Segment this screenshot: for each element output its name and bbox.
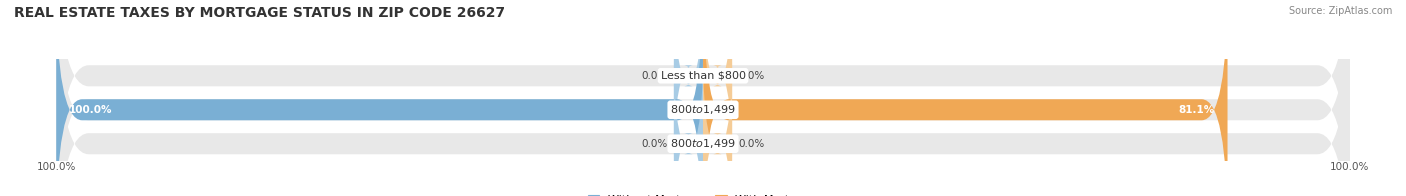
FancyBboxPatch shape xyxy=(673,52,703,196)
FancyBboxPatch shape xyxy=(703,0,733,167)
Text: 0.0%: 0.0% xyxy=(641,71,668,81)
FancyBboxPatch shape xyxy=(703,52,733,196)
FancyBboxPatch shape xyxy=(673,0,703,167)
Text: $800 to $1,499: $800 to $1,499 xyxy=(671,103,735,116)
FancyBboxPatch shape xyxy=(56,0,1350,196)
Text: 0.0%: 0.0% xyxy=(738,71,765,81)
Text: 100.0%: 100.0% xyxy=(69,105,112,115)
Text: Source: ZipAtlas.com: Source: ZipAtlas.com xyxy=(1288,6,1392,16)
Text: Less than $800: Less than $800 xyxy=(661,71,745,81)
Text: 0.0%: 0.0% xyxy=(641,139,668,149)
Text: 81.1%: 81.1% xyxy=(1178,105,1215,115)
FancyBboxPatch shape xyxy=(703,0,1227,196)
Text: REAL ESTATE TAXES BY MORTGAGE STATUS IN ZIP CODE 26627: REAL ESTATE TAXES BY MORTGAGE STATUS IN … xyxy=(14,6,505,20)
FancyBboxPatch shape xyxy=(56,0,1350,196)
Text: 0.0%: 0.0% xyxy=(738,139,765,149)
Text: $800 to $1,499: $800 to $1,499 xyxy=(671,137,735,150)
FancyBboxPatch shape xyxy=(56,0,1350,196)
FancyBboxPatch shape xyxy=(56,0,703,196)
Legend: Without Mortgage, With Mortgage: Without Mortgage, With Mortgage xyxy=(588,195,818,196)
